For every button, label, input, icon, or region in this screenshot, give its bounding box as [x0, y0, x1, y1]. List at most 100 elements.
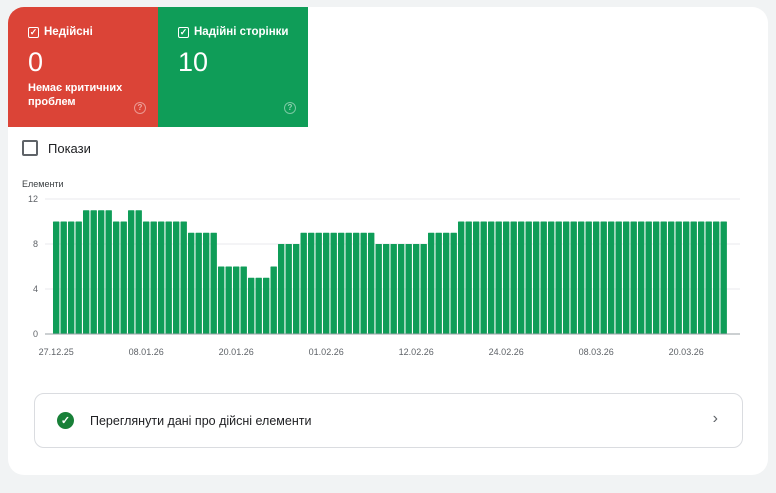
x-tick-label: 27.12.25 [39, 347, 74, 357]
impressions-toggle[interactable]: Покази [22, 140, 91, 156]
bar [615, 221, 622, 334]
tile-label: Надійні сторінки [194, 26, 289, 38]
bar [413, 244, 420, 334]
bar [548, 221, 555, 334]
bar [323, 232, 330, 334]
bar [503, 221, 510, 334]
bar [533, 221, 540, 334]
bar [435, 232, 442, 334]
bar [540, 221, 547, 334]
bar [360, 232, 367, 334]
bar [105, 210, 112, 334]
bar [255, 277, 262, 334]
y-tick-label: 4 [33, 284, 38, 294]
bar [585, 221, 592, 334]
bar [555, 221, 562, 334]
bar [53, 221, 60, 334]
bar [300, 232, 307, 334]
checkbox-checked-icon[interactable]: ✓ [28, 26, 39, 38]
bar [465, 221, 472, 334]
tile-subtitle: Немає критичних проблем [28, 82, 123, 108]
tile-value: 10 [178, 47, 209, 77]
bar [510, 221, 517, 334]
bar [720, 221, 727, 334]
bar [675, 221, 682, 334]
y-tick-label: 8 [33, 239, 38, 249]
x-tick-label: 20.01.26 [219, 347, 254, 357]
bar [668, 221, 675, 334]
help-icon[interactable]: ? [134, 102, 146, 114]
bar [308, 232, 315, 334]
x-tick-label: 20.03.26 [669, 347, 704, 357]
bar [180, 221, 187, 334]
bar [353, 232, 360, 334]
bar [83, 210, 90, 334]
bar [690, 221, 697, 334]
y-tick-label: 12 [28, 194, 38, 204]
tile-value: 0 [28, 47, 44, 77]
bar [518, 221, 525, 334]
x-tick-label: 08.01.26 [129, 347, 164, 357]
bar [278, 244, 285, 334]
check-circle-icon: ✓ [57, 412, 74, 429]
bar [428, 232, 435, 334]
bar [713, 221, 720, 334]
bar [293, 244, 300, 334]
bar [660, 221, 667, 334]
bar [195, 232, 202, 334]
view-valid-items-row[interactable]: ✓ Переглянути дані про дійсні елементи › [34, 393, 743, 448]
bar [630, 221, 637, 334]
bar [158, 221, 165, 334]
bar [450, 232, 457, 334]
bar [150, 221, 157, 334]
bar [578, 221, 585, 334]
bar [383, 244, 390, 334]
bar [285, 244, 292, 334]
bar [68, 221, 75, 334]
bar [473, 221, 480, 334]
bar [638, 221, 645, 334]
help-icon[interactable]: ? [284, 102, 296, 114]
bar [248, 277, 255, 334]
bar [225, 266, 232, 334]
bar [368, 232, 375, 334]
tile-invalid[interactable]: ✓ Недійсні 0 Немає критичних проблем ? [8, 7, 158, 127]
bar [570, 221, 577, 334]
x-tick-label: 01.02.26 [309, 347, 344, 357]
bar [593, 221, 600, 334]
checkbox-unchecked-icon[interactable] [22, 140, 38, 156]
chevron-right-icon: › [712, 410, 718, 427]
bar [210, 232, 217, 334]
bar [330, 232, 337, 334]
bar [218, 266, 225, 334]
bar-chart: 0 4 8 12 27.12.25 08.01.26 20.01.26 01.02.26 12.… [28, 194, 740, 357]
row-label: Переглянути дані про дійсні елементи [90, 413, 312, 428]
bar [270, 266, 277, 334]
checkbox-checked-icon[interactable]: ✓ [178, 26, 189, 38]
y-axis-label: Елементи [22, 179, 64, 189]
x-tick-label: 12.02.26 [399, 347, 434, 357]
bar [525, 221, 532, 334]
bar [188, 232, 195, 334]
x-tick-label: 24.02.26 [489, 347, 524, 357]
bar [480, 221, 487, 334]
y-tick-label: 0 [33, 329, 38, 339]
x-tick-label: 08.03.26 [579, 347, 614, 357]
bar [443, 232, 450, 334]
tile-valid[interactable]: ✓ Надійні сторінки 10 ? [158, 7, 308, 127]
tile-label: Недійсні [44, 26, 93, 38]
bar [98, 210, 105, 334]
bar [645, 221, 652, 334]
bar [623, 221, 630, 334]
bar [405, 244, 412, 334]
bar [458, 221, 465, 334]
bar [315, 232, 322, 334]
bar [120, 221, 127, 334]
bar [60, 221, 67, 334]
report-card: ✓ Недійсні 0 Немає критичних проблем ? ✓ Н… [8, 7, 768, 475]
bar [375, 244, 382, 334]
bar [653, 221, 660, 334]
bar [75, 221, 82, 334]
bar [165, 221, 172, 334]
bar [398, 244, 405, 334]
